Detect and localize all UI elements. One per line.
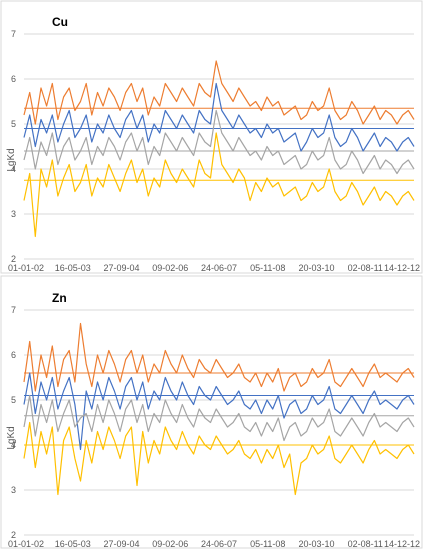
series-lines bbox=[23, 60, 415, 238]
panel-border bbox=[0, 275, 423, 549]
series-line-3 bbox=[23, 132, 415, 238]
series-lines bbox=[23, 322, 415, 496]
y-tick-label: 3 bbox=[11, 209, 16, 219]
x-tick-label: 01-01-02 bbox=[8, 539, 44, 549]
y-tick-label: 3 bbox=[11, 485, 16, 495]
gridlines bbox=[24, 33, 414, 260]
y-axis-label: LgKd bbox=[6, 426, 17, 449]
chart-panel-zn: 2 3 4 5 6 7 01-01-02 16-05-03 27-09-04 09-02-06 2… bbox=[0, 275, 423, 549]
series-line-3 bbox=[23, 421, 415, 496]
x-tick-label: 16-05-03 bbox=[55, 263, 91, 273]
x-tick-labels: 01-01-02 16-05-03 27-09-04 09-02-06 24-06-07… bbox=[8, 263, 420, 273]
chart-title: Zn bbox=[52, 291, 67, 305]
x-tick-label: 24-06-07 bbox=[201, 539, 237, 549]
y-tick-label: 6 bbox=[11, 350, 16, 360]
y-tick-label: 6 bbox=[11, 74, 16, 84]
x-tick-label: 14-12-12 bbox=[384, 539, 420, 549]
chart-title: Cu bbox=[52, 15, 68, 29]
series-line-1 bbox=[23, 372, 415, 451]
x-tick-label: 09-02-06 bbox=[152, 539, 188, 549]
panel-border bbox=[0, 0, 423, 274]
y-tick-label: 7 bbox=[11, 305, 16, 315]
x-tick-label: 09-02-06 bbox=[152, 263, 188, 273]
x-tick-label: 05-11-08 bbox=[250, 539, 285, 549]
y-tick-label: 2 bbox=[11, 530, 16, 540]
y-tick-labels: 2 3 4 5 6 7 bbox=[11, 29, 16, 264]
y-tick-label: 2 bbox=[11, 254, 16, 264]
series-line-0 bbox=[23, 60, 415, 125]
series-line-1 bbox=[23, 82, 415, 152]
x-tick-label: 24-06-07 bbox=[201, 263, 237, 273]
x-tick-label: 16-05-03 bbox=[55, 539, 91, 549]
y-tick-label: 5 bbox=[11, 395, 16, 405]
x-tick-labels: 01-01-02 16-05-03 27-09-04 09-02-06 24-06-07… bbox=[8, 539, 420, 549]
y-axis-label: LgKd bbox=[6, 148, 17, 171]
series-line-2 bbox=[23, 394, 415, 442]
y-tick-label: 4 bbox=[11, 440, 16, 450]
gridlines bbox=[24, 309, 414, 536]
x-tick-label: 20-03-10 bbox=[298, 539, 334, 549]
x-tick-label: 01-01-02 bbox=[8, 263, 44, 273]
x-tick-label: 20-03-10 bbox=[298, 263, 334, 273]
x-tick-label: 05-11-08 bbox=[250, 263, 285, 273]
y-tick-label: 4 bbox=[11, 164, 16, 174]
x-tick-label: 27-09-04 bbox=[103, 263, 139, 273]
series-line-0 bbox=[23, 322, 415, 392]
chart-panel-cu: 2 3 4 5 6 7 01-01-02 16-05-03 27-09-04 09-02-06 2… bbox=[0, 0, 423, 274]
x-tick-label: 14-12-12 bbox=[384, 263, 420, 273]
x-tick-label: 02-08-11 bbox=[348, 263, 383, 273]
x-tick-label: 27-09-04 bbox=[103, 539, 139, 549]
y-tick-label: 5 bbox=[11, 119, 16, 129]
series-line-2 bbox=[23, 109, 415, 175]
x-tick-label: 02-08-11 bbox=[348, 539, 383, 549]
y-tick-labels: 2 3 4 5 6 7 bbox=[11, 305, 16, 540]
y-tick-label: 7 bbox=[11, 29, 16, 39]
